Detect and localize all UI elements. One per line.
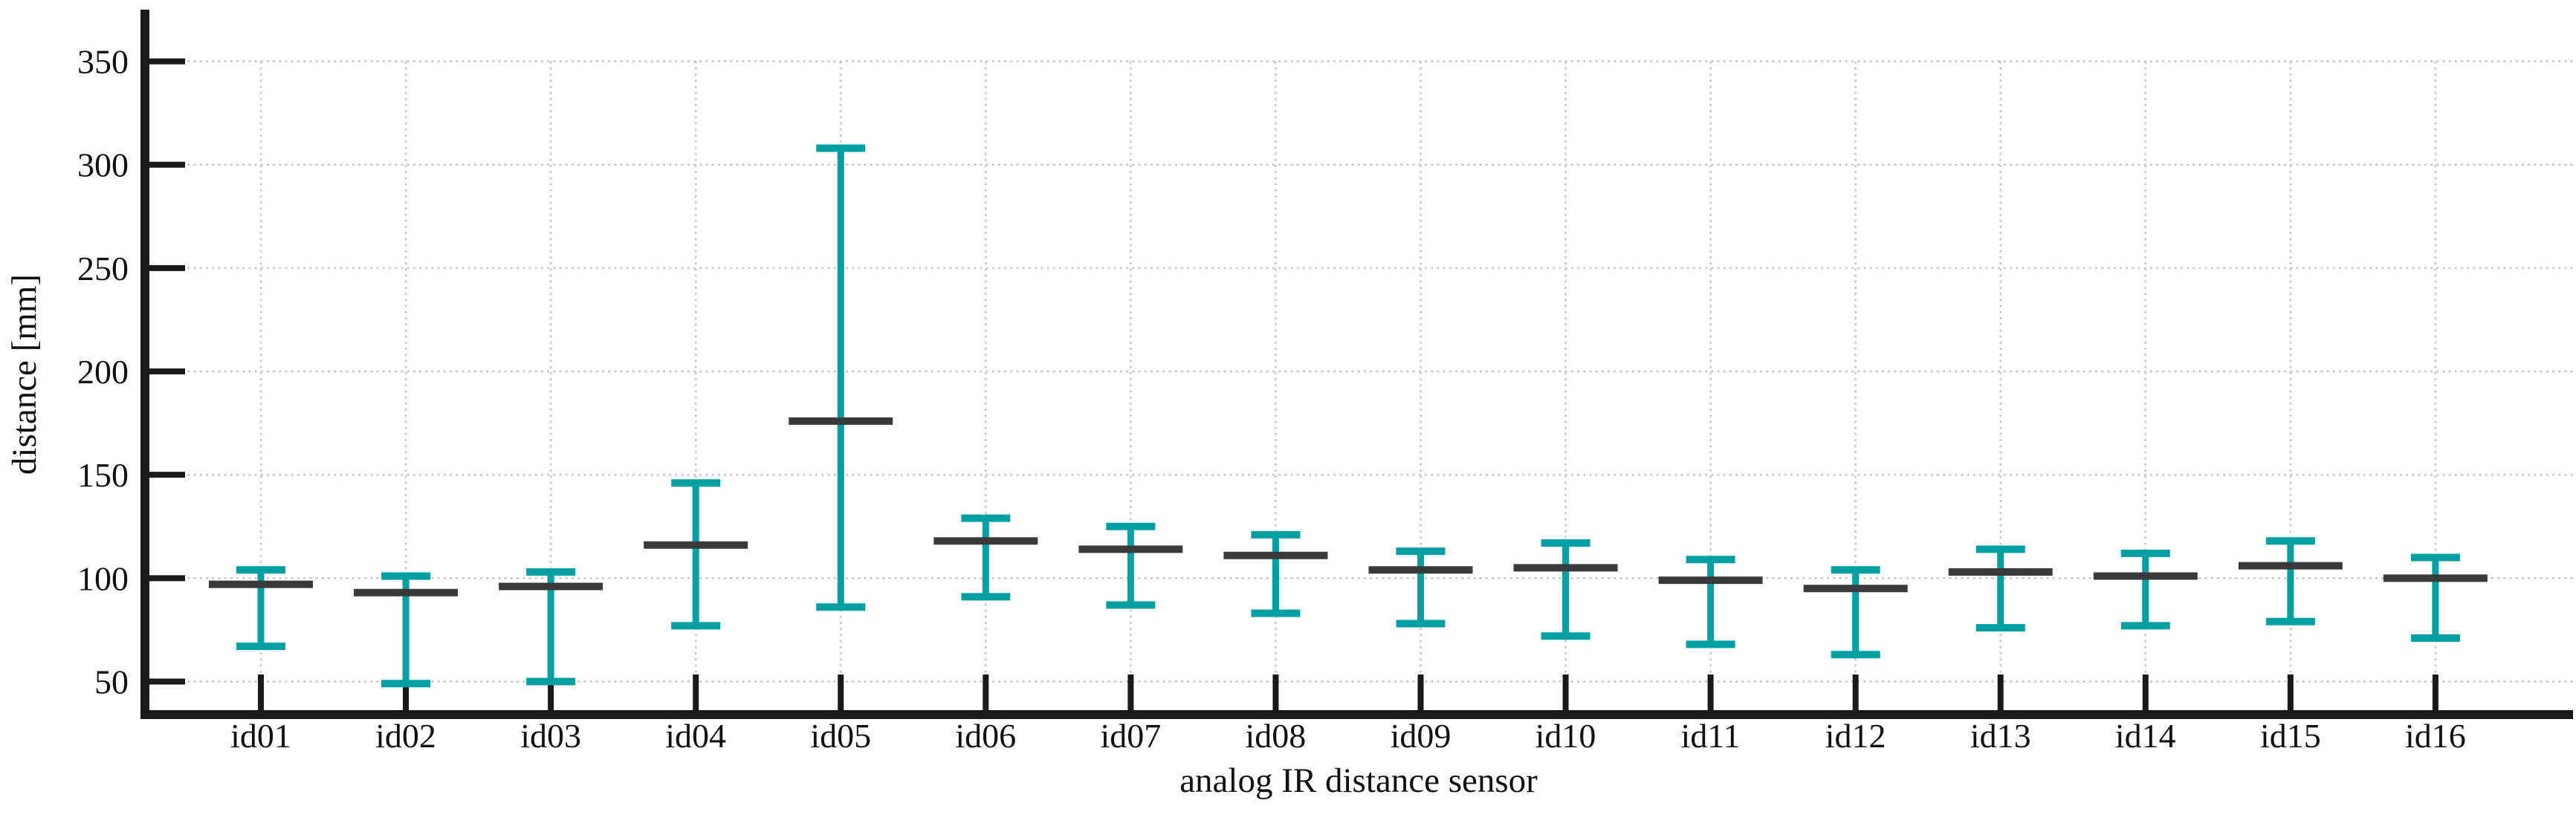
x-tick-label: id15 (2260, 717, 2321, 755)
x-tick-label: id12 (1825, 717, 1886, 755)
x-tick-label: id10 (1535, 717, 1596, 755)
x-tick-label: id11 (1681, 717, 1741, 755)
errorbar-id10 (1513, 539, 1618, 640)
x-tick-label: id02 (375, 717, 436, 755)
y-tick-label: 250 (77, 250, 129, 287)
x-tick-label: id08 (1246, 717, 1307, 755)
x-tick-label: id14 (2115, 717, 2176, 755)
errorbar-id08 (1223, 530, 1328, 617)
y-tick-label: 200 (77, 353, 129, 391)
errorbar-id11 (1658, 556, 1763, 648)
errorbar-id14 (2093, 549, 2198, 630)
x-tick-label: id09 (1391, 717, 1452, 755)
grid-lines (145, 60, 2573, 715)
y-tick-label: 100 (77, 559, 129, 597)
x-tick-label: id06 (955, 717, 1016, 755)
errorbar-id13 (1948, 545, 2053, 632)
errorbar-id03 (499, 568, 603, 686)
errorbar-id01 (209, 566, 313, 651)
errorbar-id07 (1078, 522, 1183, 609)
x-tick-label: id07 (1100, 717, 1161, 755)
errorbar-id06 (933, 514, 1038, 601)
x-axis-title: analog IR distance sensor (1179, 761, 1538, 800)
x-tick-label: id13 (1970, 717, 2031, 755)
y-tick-label: 50 (94, 663, 129, 700)
y-tick-label: 150 (77, 456, 129, 494)
y-axis-title: distance [mm] (5, 274, 44, 475)
y-tick-label: 300 (77, 146, 129, 184)
errorbar-id16 (2383, 553, 2488, 643)
x-tick-label: id03 (520, 717, 581, 755)
errorbar-id15 (2238, 537, 2343, 625)
errorbar-id04 (644, 479, 748, 630)
tick-labels: 50 100 150 200 250 300 350 id01 id02 id03 id04 id05… (77, 43, 2466, 755)
errorbar-id05 (789, 144, 893, 611)
errorbar-id02 (354, 572, 459, 688)
error-bars (209, 144, 2488, 688)
x-tick-label: id05 (810, 717, 871, 755)
x-tick-label: id01 (230, 717, 291, 755)
x-tick-label: id04 (665, 717, 726, 755)
axes (140, 10, 2573, 719)
x-tick-label: id16 (2405, 717, 2466, 755)
errorbar-id09 (1368, 547, 1473, 628)
y-tick-label: 350 (77, 43, 129, 81)
errorbar-id12 (1803, 566, 1908, 659)
